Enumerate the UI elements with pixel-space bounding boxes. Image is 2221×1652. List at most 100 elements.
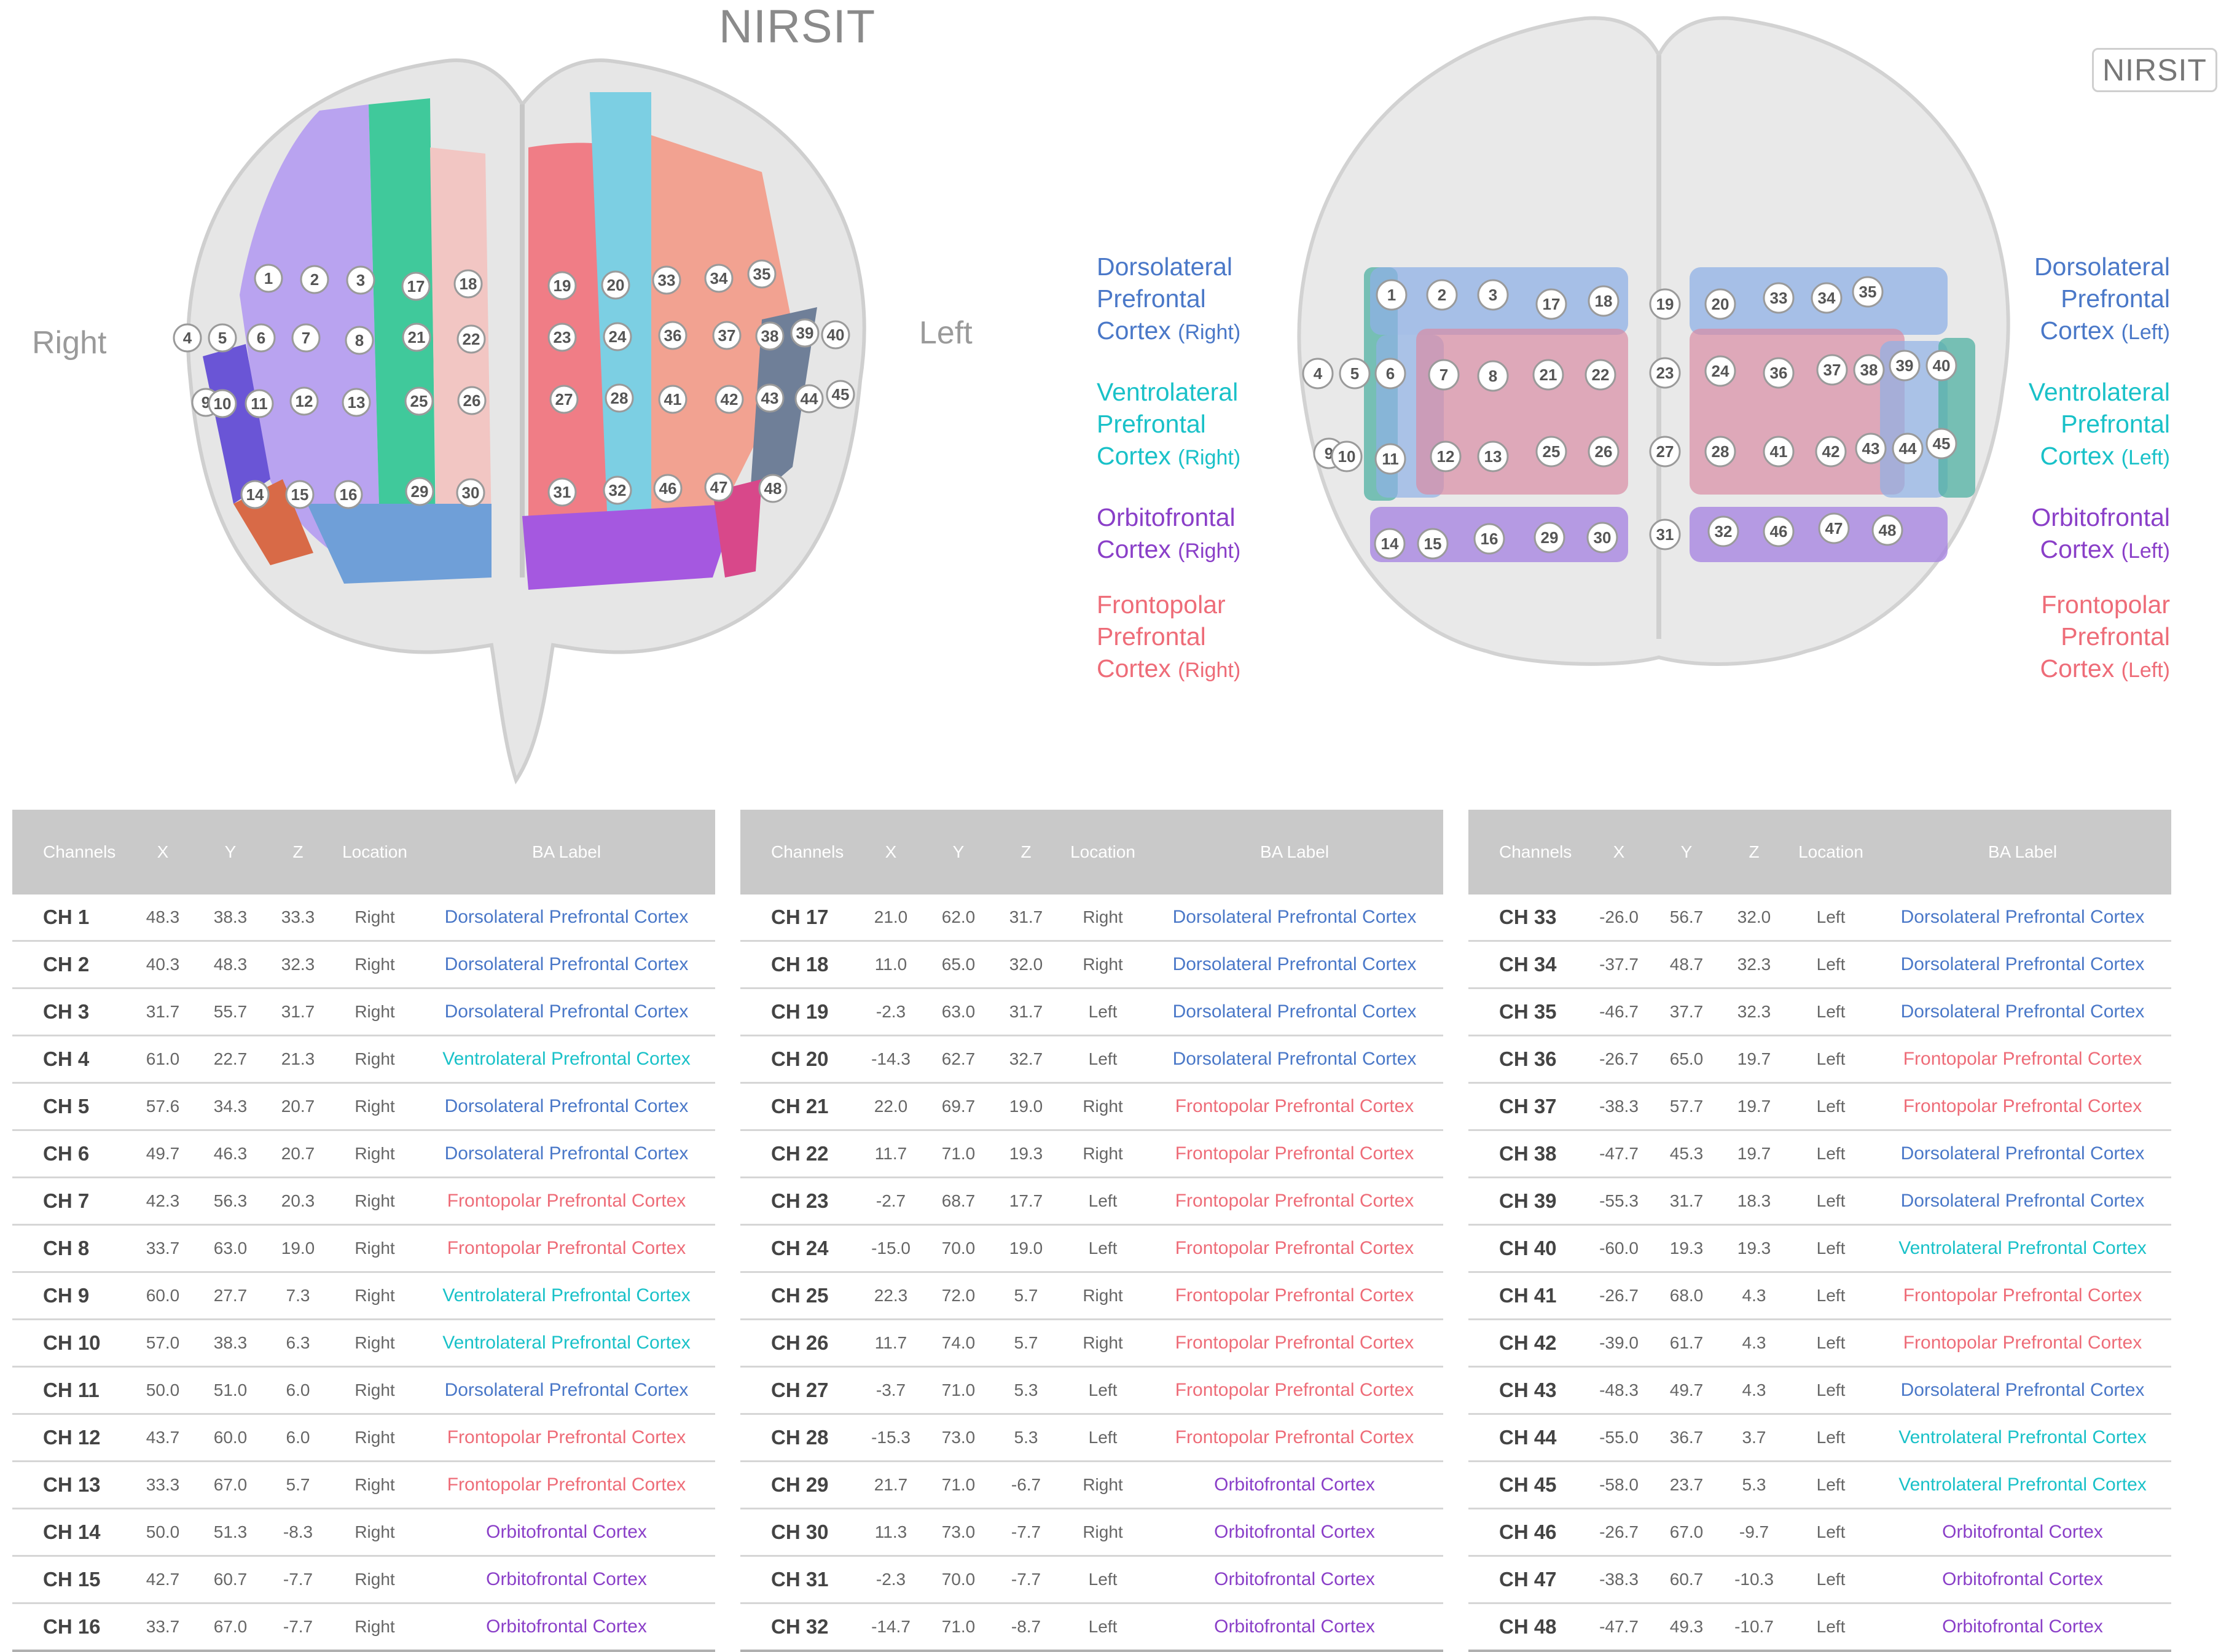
channel-number: 43 <box>761 389 779 407</box>
value-cell: 73.0 <box>941 1522 976 1541</box>
channel-10: 10 <box>208 389 237 418</box>
channel-marker <box>1649 357 1681 389</box>
value-cell: 20.7 <box>281 1144 315 1163</box>
value-cell: -14.3 <box>871 1049 911 1068</box>
channel-marker <box>1477 360 1509 392</box>
channel-14: 14 <box>1374 528 1406 560</box>
channel-46: 46 <box>1763 515 1795 547</box>
channel-cell: CH 33 <box>1499 906 1557 928</box>
channel-marker <box>208 389 237 418</box>
channel-cell: CH 23 <box>771 1189 829 1212</box>
value-cell: 48.3 <box>146 907 180 926</box>
channel-35: 35 <box>747 259 777 289</box>
ba-label-cell: Dorsolateral Prefrontal Cortex <box>444 954 689 974</box>
channel-number: 11 <box>1382 450 1399 468</box>
channel-46: 46 <box>653 474 683 503</box>
ba-label-cell: Frontopolar Prefrontal Cortex <box>1175 1238 1414 1258</box>
channel-marker <box>758 474 788 503</box>
table-header: Channels X Y Z Location BA Label <box>1468 810 2171 895</box>
value-cell: -9.7 <box>1739 1522 1769 1541</box>
channel-19: 19 <box>1649 288 1681 320</box>
channel-39: 39 <box>1889 350 1921 382</box>
value-cell: 34.3 <box>213 1097 248 1116</box>
value-cell: 67.0 <box>213 1475 248 1494</box>
ba-label-cell: Frontopolar Prefrontal Cortex <box>447 1427 686 1447</box>
channel-number: 47 <box>710 478 728 496</box>
channel-cell: CH 31 <box>771 1568 829 1591</box>
value-cell: 32.3 <box>281 955 315 974</box>
channel-17: 17 <box>1535 288 1567 320</box>
channel-marker <box>755 321 785 351</box>
channel-marker <box>1376 279 1408 311</box>
channel-number: 38 <box>761 327 779 345</box>
value-cell: 51.0 <box>213 1380 248 1400</box>
channel-28: 28 <box>605 383 634 413</box>
channel-marker <box>1889 350 1921 382</box>
channel-marker <box>342 388 371 417</box>
channel-cell: CH 29 <box>771 1473 829 1496</box>
channel-31: 31 <box>1649 519 1681 550</box>
value-cell: -8.3 <box>283 1522 313 1541</box>
value-cell: 19.7 <box>1737 1097 1771 1116</box>
ba-label-cell: Dorsolateral Prefrontal Cortex <box>1900 907 2145 927</box>
channel-6: 6 <box>246 323 276 353</box>
channel-marker <box>346 265 375 295</box>
channel-number: 17 <box>1543 295 1561 313</box>
header-cell: Z <box>1749 842 1760 861</box>
value-cell: 69.7 <box>941 1097 976 1116</box>
channel-21: 21 <box>402 323 431 352</box>
channel-number: 27 <box>555 390 573 409</box>
value-cell: Left <box>1088 1617 1118 1636</box>
value-cell: 11.7 <box>874 1144 907 1163</box>
value-cell: 40.3 <box>146 955 180 974</box>
value-cell: Right <box>354 1522 395 1541</box>
value-cell: -60.0 <box>1599 1239 1639 1258</box>
value-cell: 21.7 <box>874 1475 908 1494</box>
channel-marker <box>405 477 434 506</box>
channel-number: 6 <box>257 329 265 347</box>
value-cell: 60.0 <box>146 1286 180 1305</box>
table-row: CH 16 33.7 67.0 -7.7 Right Orbitofrontal Cort… <box>12 1604 715 1652</box>
value-cell: Right <box>1083 1097 1123 1116</box>
ba-label-cell: Dorsolateral Prefrontal Cortex <box>1172 1001 1417 1022</box>
legend-vlpfc-left: Ventrolateral Prefrontal Cortex (Left) <box>2028 378 2170 470</box>
table-row: CH 3 31.7 55.7 31.7 Right Dorsolateral Prefro… <box>12 989 715 1036</box>
value-cell: 37.7 <box>1669 1002 1704 1021</box>
header-cell: BA Label <box>1259 842 1330 861</box>
legend-vlpfc-right: Ventrolateral Prefrontal Cortex (Right) <box>1097 378 1241 470</box>
value-cell: Left <box>1088 1570 1118 1589</box>
value-cell: 56.3 <box>213 1191 248 1210</box>
channel-7: 7 <box>1428 359 1460 391</box>
channel-number: 32 <box>609 481 627 499</box>
channel-marker <box>1426 279 1458 311</box>
value-cell: 6.0 <box>286 1428 310 1447</box>
channel-18: 18 <box>1588 285 1620 317</box>
header-cell: Channels <box>43 842 116 861</box>
value-cell: 11.3 <box>874 1522 907 1541</box>
value-cell: 5.7 <box>286 1475 310 1494</box>
channel-number: 6 <box>1386 364 1395 383</box>
channel-marker <box>603 476 632 505</box>
value-cell: -2.3 <box>875 1570 906 1589</box>
value-cell: 45.3 <box>1669 1144 1704 1163</box>
ba-label-cell: Orbitofrontal Cortex <box>1942 1616 2103 1637</box>
ba-label-cell: Frontopolar Prefrontal Cortex <box>447 1238 686 1258</box>
channel-25: 25 <box>1535 436 1567 468</box>
channel-cell: CH 40 <box>1499 1237 1557 1259</box>
channel-cell: CH 25 <box>771 1284 829 1307</box>
value-cell: 20.3 <box>281 1191 315 1210</box>
channel-number: 20 <box>607 276 625 294</box>
brain-region-map: 1 2 3 4 5 6 7 8 9 10 11 12 13 14 15 16 17 18 19 20 21 22 23 24 2… <box>123 37 922 799</box>
channel-marker <box>254 264 283 293</box>
value-cell: 49.3 <box>1669 1617 1704 1636</box>
ba-label-cell: Frontopolar Prefrontal Cortex <box>1175 1143 1414 1164</box>
table-row: CH 22 11.7 71.0 19.3 Right Frontopolar Prefro… <box>740 1131 1443 1178</box>
legend-fpc-right: Frontopolar Prefrontal Cortex (Right) <box>1097 590 1241 683</box>
legend-ofc-right: Orbitofrontal Cortex (Right) <box>1097 503 1241 563</box>
channel-30: 30 <box>456 478 485 507</box>
value-cell: 4.3 <box>1742 1380 1766 1400</box>
table-row: CH 7 42.3 56.3 20.3 Right Frontopolar Prefron… <box>12 1178 715 1226</box>
channel-marker <box>704 264 734 293</box>
value-cell: 48.3 <box>213 955 248 974</box>
